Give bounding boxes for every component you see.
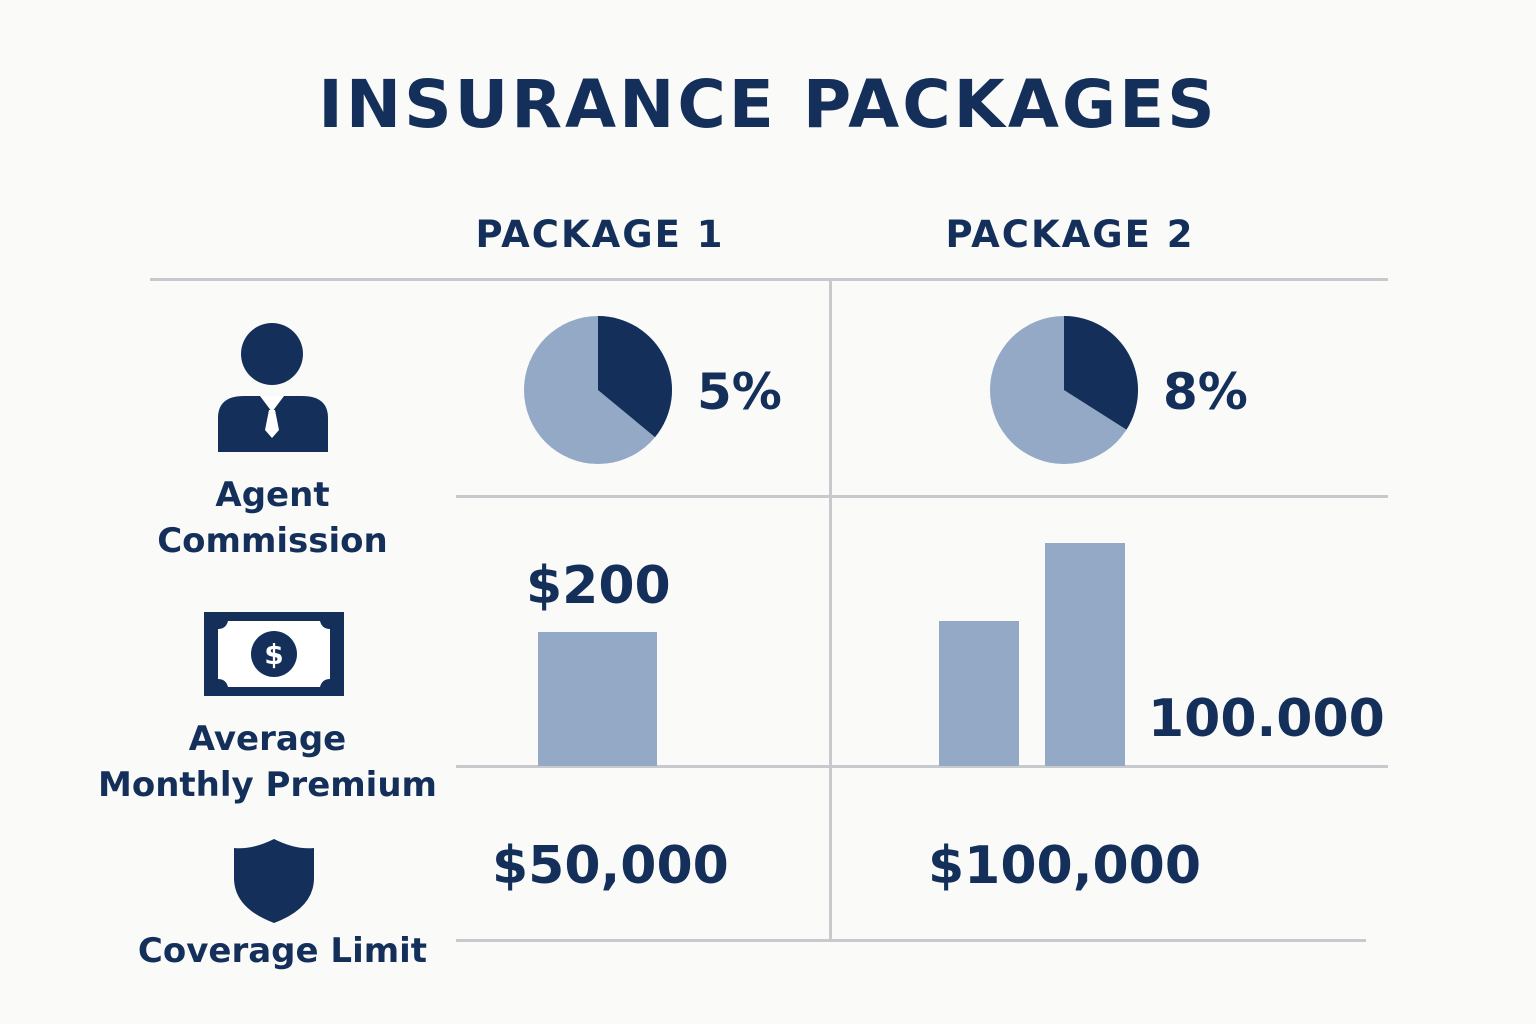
package-2-premium-bar-2 xyxy=(1045,543,1125,766)
package-2-premium-label: 100.000 xyxy=(1148,689,1385,749)
money-bill-icon: $ xyxy=(204,612,344,696)
package-2-coverage-value: $100,000 xyxy=(928,836,1202,896)
package-2-header: PACKAGE 2 xyxy=(945,213,1195,256)
package-2-commission-value: 8% xyxy=(1163,363,1248,421)
package-2-commission-pie xyxy=(990,316,1138,464)
package-1-commission-pie xyxy=(524,316,673,464)
header-divider xyxy=(150,278,1388,281)
package-2-premium-bar-1 xyxy=(939,621,1019,766)
average-monthly-premium-label: Average Monthly Premium xyxy=(98,719,437,805)
svg-text:$: $ xyxy=(264,638,283,671)
row-divider-3 xyxy=(456,939,1366,942)
coverage-limit-label: Coverage Limit xyxy=(137,931,428,971)
agent-commission-label: Agent Commission xyxy=(157,475,388,561)
page-title: INSURANCE PACKAGES xyxy=(318,66,1218,143)
package-1-premium-bar xyxy=(538,632,657,766)
column-divider xyxy=(829,281,832,941)
row-divider-1 xyxy=(456,495,1388,498)
shield-icon xyxy=(234,839,314,923)
agent-icon xyxy=(218,323,328,452)
package-1-header: PACKAGE 1 xyxy=(475,213,725,256)
pie-slice-commission xyxy=(1064,316,1138,430)
row-divider-2 xyxy=(456,765,1388,768)
pie-slice-commission xyxy=(598,316,673,438)
package-1-coverage-value: $50,000 xyxy=(492,836,729,896)
package-1-premium-value: $200 xyxy=(526,556,671,616)
package-1-commission-value: 5% xyxy=(697,363,782,421)
